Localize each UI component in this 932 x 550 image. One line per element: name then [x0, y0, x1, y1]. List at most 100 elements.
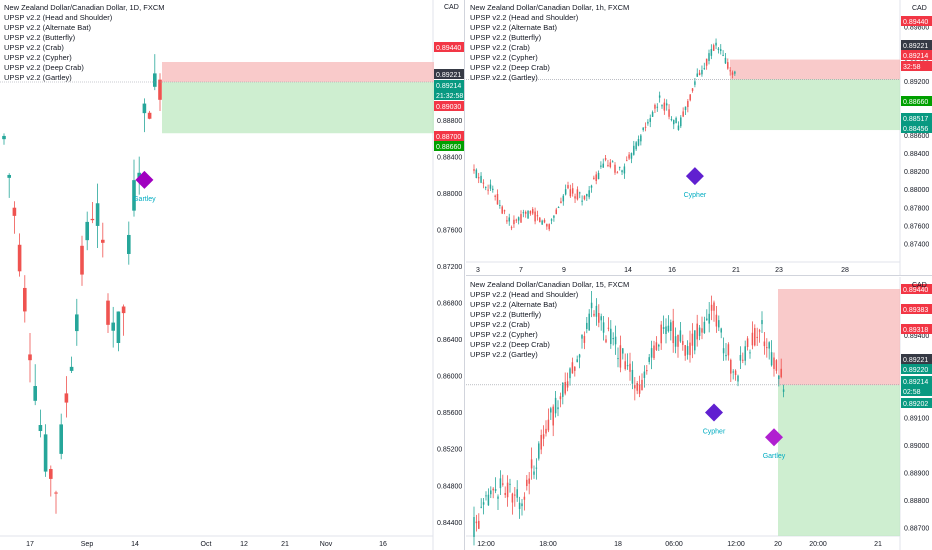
- daily-chart-canvas[interactable]: 0.896000.892000.888000.884000.880000.876…: [0, 0, 465, 550]
- candle-body: [576, 359, 578, 363]
- chart-pane-daily[interactable]: 0.896000.892000.888000.884000.880000.876…: [0, 0, 465, 550]
- candle-body: [623, 166, 626, 174]
- indicator-label[interactable]: UPSP v2.2 (Head and Shoulder): [4, 13, 113, 22]
- price-tag-label: 0.88660: [903, 99, 928, 106]
- candle-body: [658, 344, 660, 347]
- indicator-label[interactable]: UPSP v2.2 (Alternate Bat): [470, 23, 557, 32]
- indicator-label[interactable]: UPSP v2.2 (Butterfly): [4, 33, 76, 42]
- price-tick-label: 0.86000: [437, 374, 462, 381]
- indicator-label[interactable]: UPSP v2.2 (Butterfly): [470, 33, 542, 42]
- time-tick-label: 12: [240, 541, 248, 548]
- candle-body: [38, 425, 43, 432]
- price-tag-label: 0.89214: [436, 83, 461, 90]
- candle-body: [59, 424, 63, 454]
- price-tag-label: 0.88517: [903, 116, 928, 123]
- symbol-title[interactable]: New Zealand Dollar/Canadian Dollar, 15, …: [470, 280, 630, 289]
- candle-body: [698, 72, 701, 76]
- indicator-label[interactable]: UPSP v2.2 (Deep Crab): [470, 63, 550, 72]
- chart-pane-hourly[interactable]: 0.898000.896000.894000.892000.890000.888…: [466, 0, 932, 276]
- candle-body: [539, 217, 541, 223]
- indicator-label[interactable]: UPSP v2.2 (Deep Crab): [470, 340, 550, 349]
- candle-body: [650, 348, 653, 358]
- indicator-label[interactable]: UPSP v2.2 (Cypher): [470, 330, 538, 339]
- candle-body: [710, 304, 713, 311]
- indicator-label[interactable]: UPSP v2.2 (Crab): [470, 320, 530, 329]
- pattern-marker-icon[interactable]: [135, 170, 154, 189]
- 15min-chart-canvas[interactable]: 0.895000.894000.893000.892000.891000.890…: [466, 277, 932, 550]
- indicator-label[interactable]: UPSP v2.2 (Gartley): [4, 73, 72, 82]
- indicator-label[interactable]: UPSP v2.2 (Butterfly): [470, 310, 542, 319]
- indicator-label[interactable]: UPSP v2.2 (Gartley): [470, 350, 538, 359]
- candle-body: [646, 370, 648, 372]
- candle-body: [579, 192, 581, 194]
- candle-body: [12, 207, 17, 216]
- candle-body: [730, 359, 732, 374]
- candle-body: [691, 333, 694, 346]
- candle-body: [737, 375, 739, 382]
- symbol-title[interactable]: New Zealand Dollar/Canadian Dollar, 1D, …: [4, 3, 165, 12]
- candle-body: [725, 354, 727, 357]
- candle-body: [614, 164, 616, 173]
- symbol-title[interactable]: New Zealand Dollar/Canadian Dollar, 1h, …: [470, 3, 630, 12]
- candle-body: [661, 105, 663, 107]
- pattern-marker-icon[interactable]: [705, 403, 723, 422]
- candle-body: [523, 496, 526, 500]
- indicator-label[interactable]: UPSP v2.2 (Crab): [4, 43, 64, 52]
- price-tick-label: 0.88000: [904, 187, 929, 194]
- candle-body: [127, 234, 131, 254]
- stop-loss-zone: [730, 59, 900, 80]
- candle-body: [647, 121, 649, 124]
- candle-body: [718, 320, 720, 328]
- price-tag-label: 0.89221: [903, 43, 928, 50]
- time-tick-label: 20:00: [809, 541, 827, 548]
- candle-body: [654, 104, 656, 109]
- candle-body: [673, 120, 675, 125]
- indicator-label[interactable]: UPSP v2.2 (Crab): [470, 43, 530, 52]
- time-tick-label: 16: [668, 267, 676, 274]
- indicator-label[interactable]: UPSP v2.2 (Alternate Bat): [470, 300, 557, 309]
- indicator-label[interactable]: UPSP v2.2 (Alternate Bat): [4, 23, 91, 32]
- candle-body: [111, 322, 115, 331]
- indicator-label[interactable]: UPSP v2.2 (Head and Shoulder): [470, 290, 579, 299]
- indicator-label[interactable]: UPSP v2.2 (Head and Shoulder): [470, 13, 579, 22]
- time-tick-label: 7: [519, 267, 523, 274]
- hourly-chart-canvas[interactable]: 0.898000.896000.894000.892000.890000.888…: [466, 0, 932, 276]
- indicator-label[interactable]: UPSP v2.2 (Cypher): [470, 53, 538, 62]
- candle-body: [636, 382, 638, 391]
- candle-body: [758, 330, 761, 332]
- pattern-marker-icon[interactable]: [765, 428, 783, 447]
- candle-body: [520, 214, 522, 223]
- price-tag: [434, 80, 464, 90]
- candle-body: [494, 489, 497, 491]
- candle-body: [689, 342, 691, 356]
- candle-body: [656, 106, 659, 108]
- time-tick-label: Oct: [201, 541, 212, 548]
- price-tag-label: 02:58: [903, 389, 921, 396]
- candle-body: [569, 189, 572, 197]
- chart-pane-15min[interactable]: 0.895000.894000.893000.892000.891000.890…: [466, 277, 932, 550]
- candle-body: [517, 217, 520, 221]
- time-tick-label: 20: [774, 541, 782, 548]
- indicator-label[interactable]: UPSP v2.2 (Gartley): [470, 73, 538, 82]
- price-tick-label: 0.88000: [437, 191, 462, 198]
- candle-body: [655, 342, 658, 350]
- candle-body: [43, 434, 48, 472]
- indicator-label[interactable]: UPSP v2.2 (Deep Crab): [4, 63, 84, 72]
- price-tick-label: 0.89200: [904, 79, 929, 86]
- candle-body: [631, 369, 634, 384]
- candle-body: [567, 185, 569, 189]
- candle-body: [550, 408, 552, 413]
- candle-body: [727, 344, 730, 356]
- candle-body: [637, 139, 640, 146]
- candle-body: [106, 300, 110, 325]
- pattern-marker-icon[interactable]: [685, 167, 704, 186]
- candle-body: [564, 382, 566, 394]
- candle-body: [2, 135, 6, 140]
- indicator-label[interactable]: UPSP v2.2 (Cypher): [4, 53, 72, 62]
- time-tick-label: 21: [874, 541, 882, 548]
- price-tag: [434, 101, 464, 111]
- price-tick-label: 0.84800: [437, 483, 462, 490]
- stop-loss-zone: [778, 289, 900, 386]
- candle-body: [607, 164, 609, 166]
- candle-body: [651, 112, 654, 117]
